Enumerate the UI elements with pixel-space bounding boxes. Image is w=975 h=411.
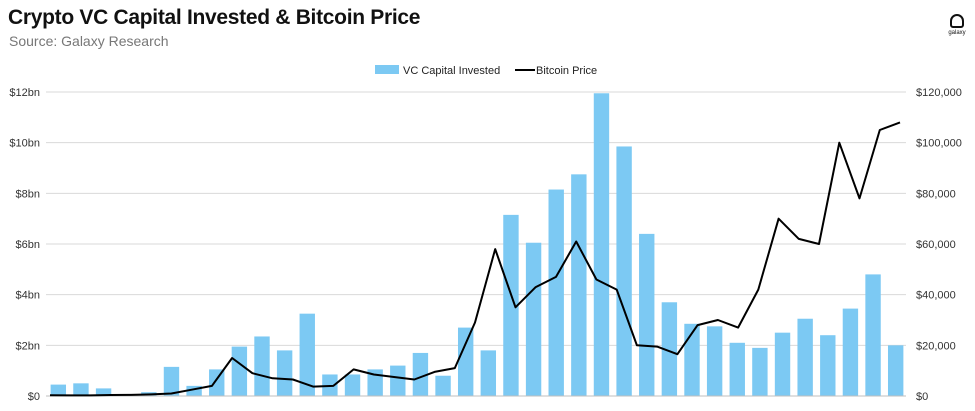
y-right-tick-label: $100,000 [916, 138, 962, 150]
vc-capital-bar [435, 375, 451, 396]
vc-capital-bar [865, 274, 881, 396]
y-left-tick-label: $4bn [16, 290, 40, 302]
vc-capital-bar [412, 352, 429, 396]
legend-swatch-vc [375, 65, 399, 74]
y-left-tick-label: $12bn [9, 87, 40, 99]
vc-capital-bar [842, 308, 859, 396]
vc-capital-bar [887, 345, 904, 396]
vc-capital-bar [820, 335, 836, 396]
vc-capital-bar [231, 346, 248, 396]
y-left-tick-label: $6bn [16, 239, 40, 251]
galaxy-logo: galaxy [944, 14, 970, 36]
y-left-tick-label: $8bn [16, 188, 40, 200]
vc-capital-bar [706, 326, 723, 396]
y-right-tick-label: $60,000 [916, 239, 956, 251]
galaxy-logo-icon [950, 14, 964, 28]
chart-subtitle: Source: Galaxy Research [9, 33, 169, 49]
vc-capital-bar [254, 336, 270, 396]
y-right-tick-label: $80,000 [916, 188, 956, 200]
vc-capital-bar [729, 342, 745, 396]
galaxy-logo-text: galaxy [948, 30, 966, 36]
vc-capital-bar [186, 385, 202, 396]
y-left-tick-label: $0 [28, 391, 40, 403]
vc-capital-bar [752, 347, 768, 396]
vc-capital-bar [163, 366, 180, 396]
vc-capital-bar [480, 350, 497, 396]
vc-capital-bar [344, 374, 361, 396]
vc-capital-bar [548, 189, 564, 396]
vc-capital-bar [684, 323, 700, 396]
vc-capital-bar [616, 146, 632, 396]
bitcoin-price-line [49, 121, 901, 397]
vc-capital-bar [797, 318, 813, 396]
vc-capital-bar [209, 369, 225, 396]
vc-capital-bar [276, 350, 293, 396]
vc-capital-bar [503, 214, 519, 396]
vc-capital-bar [299, 313, 315, 396]
vc-capital-bar [95, 388, 112, 396]
chart-title: Crypto VC Capital Invested & Bitcoin Pri… [8, 6, 421, 29]
legend-label-vc: VC Capital Invested [403, 65, 500, 77]
y-right-tick-label: $40,000 [916, 290, 956, 302]
vc-capital-bar [73, 383, 89, 396]
y-left-tick-label: $2bn [16, 340, 40, 352]
vc-capital-bar [639, 233, 655, 396]
y-left-tick-label: $10bn [9, 138, 40, 150]
y-right-tick-label: $120,000 [916, 87, 962, 99]
vc-capital-bar [661, 302, 678, 396]
vc-capital-bar [525, 242, 542, 396]
vc-capital-bar [457, 327, 474, 396]
vc-capital-bar [593, 93, 610, 397]
y-right-tick-label: $20,000 [916, 340, 956, 352]
y-right-tick-label: $0 [916, 391, 928, 403]
vc-capital-bar [390, 365, 406, 396]
vc-capital-bar [571, 174, 587, 396]
vc-capital-bar [774, 332, 791, 396]
legend-label-btc: Bitcoin Price [536, 65, 597, 77]
vc-capital-bar [50, 384, 67, 396]
